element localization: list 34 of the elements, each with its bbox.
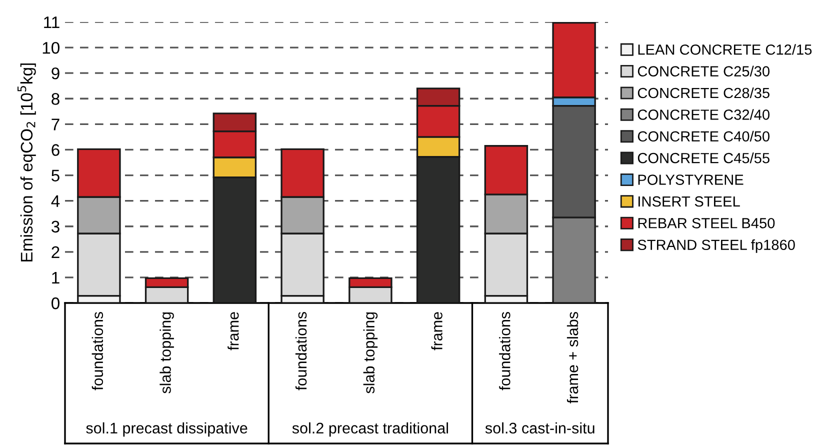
legend-label: INSERT STEEL	[638, 196, 740, 207]
x-tick-label: frame	[228, 312, 239, 350]
y-tick-label: 11	[44, 16, 60, 28]
legend-label: CONCRETE C45/55	[638, 152, 770, 164]
y-tick-label: 10	[42, 42, 60, 54]
y-tick-label: 7	[52, 118, 60, 130]
x-tick-label: slab topping	[363, 312, 378, 394]
y-tick-label: 0	[52, 297, 60, 310]
legend-label: CONCRETE C28/35	[638, 87, 770, 98]
y-tick-label: 9	[52, 67, 60, 80]
legend-label: CONCRETE C40/50	[638, 130, 770, 142]
y-axis-title: Emission of eqCO$_{2}$ [10$^{5}$kg]	[18, 64, 36, 262]
text: sol.2 precast traditional	[292, 422, 448, 437]
legend-label: STRAND STEEL fp1860	[638, 239, 795, 253]
legend-label: LEAN CONCRETE C12/15	[638, 44, 812, 55]
legend-label: CONCRETE C32/40	[638, 109, 770, 120]
y-tick-label: 4	[51, 195, 60, 207]
x-tick-label: slab topping	[160, 312, 174, 394]
y-tick-label: 8	[52, 93, 60, 105]
x-tick-label: foundations	[92, 312, 104, 390]
y-tick-label: 6	[52, 144, 60, 156]
text: sol.1 precast dissipative	[86, 422, 248, 437]
y-tick-label: 2	[52, 246, 60, 258]
legend-label: POLYSTYRENE	[638, 174, 744, 185]
x-tick-label: frame + slabs	[566, 312, 578, 404]
y-tick-label: 1	[52, 272, 60, 284]
y-tick-label: 3	[52, 220, 60, 233]
y-tick-label: 5	[52, 170, 60, 182]
x-tick-label: frame	[431, 312, 442, 350]
x-tick-label: foundations	[295, 312, 307, 390]
legend-label: CONCRETE C25/30	[638, 66, 770, 76]
legend-label: REBAR STEEL B450	[638, 218, 775, 228]
text: sol.3 cast-in-situ	[485, 422, 594, 434]
x-tick-label: foundations	[499, 312, 510, 390]
